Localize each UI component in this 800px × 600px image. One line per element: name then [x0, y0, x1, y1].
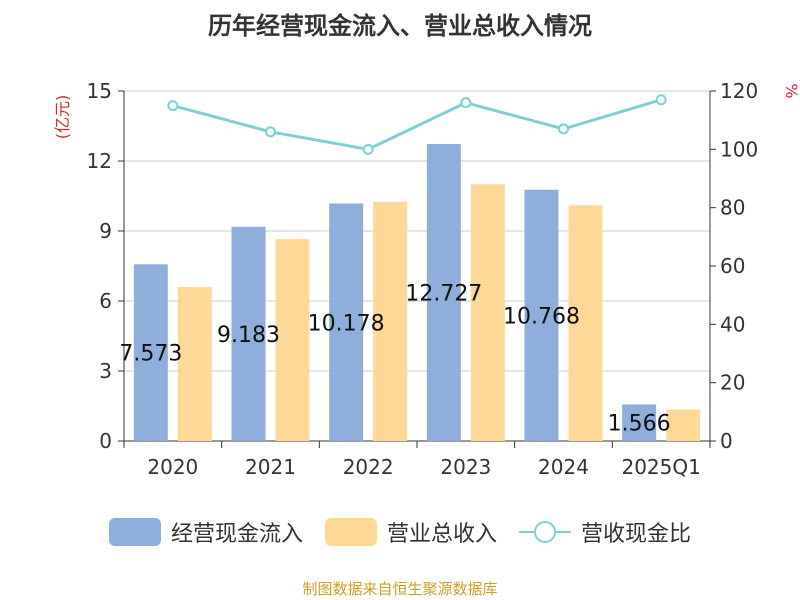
bar-cash-inflow	[133, 264, 168, 441]
bar-cash-inflow	[524, 189, 559, 441]
y-right-tick-label: 120	[720, 79, 758, 103]
y-right-tick-label: 40	[720, 312, 745, 336]
x-tick-label: 2025Q1	[621, 455, 700, 479]
y-left-tick-label: 0	[99, 429, 112, 453]
y-left-tick-label: 9	[99, 219, 112, 243]
legend-label-ratio: 营收现金比	[581, 522, 692, 547]
chart-title: 历年经营现金流入、营业总收入情况	[208, 12, 592, 40]
bar-revenue	[275, 239, 310, 441]
legend-swatch-revenue	[324, 518, 377, 546]
y-right-axis-label: %	[782, 83, 800, 98]
bar-revenue	[568, 205, 603, 441]
data-label-cash-inflow: 1.566	[608, 412, 671, 437]
legend-label-revenue: 营业总收入	[386, 522, 497, 547]
legend-item-revenue[interactable]: 营业总收入	[324, 516, 497, 548]
data-label-cash-inflow: 9.183	[217, 323, 280, 348]
legend-label-cash-inflow: 经营现金流入	[170, 522, 303, 547]
y-right-tick-label: 80	[720, 196, 745, 220]
y-left-axis-label: (亿元)	[53, 95, 72, 140]
legend-item-cash-inflow[interactable]: 经营现金流入	[108, 516, 303, 548]
bar-revenue	[666, 409, 701, 441]
x-tick-label: 2024	[538, 455, 589, 479]
data-label-cash-inflow: 10.768	[503, 304, 580, 329]
data-label-cash-inflow: 12.727	[405, 282, 482, 307]
bar-cash-inflow	[231, 226, 266, 441]
point-ratio	[362, 143, 374, 155]
y-right-tick-label: 0	[720, 429, 733, 453]
legend: 经营现金流入 营业总收入 营收现金比	[0, 516, 800, 548]
point-ratio	[558, 123, 569, 135]
data-label-cash-inflow: 10.178	[308, 311, 385, 336]
y-left-tick-label: 3	[99, 359, 112, 383]
y-right-tick-label: 60	[720, 254, 745, 278]
x-tick-label: 2021	[245, 455, 296, 479]
data-label-cash-inflow: 7.573	[119, 342, 182, 367]
x-tick-label: 2020	[147, 455, 198, 479]
y-left-tick-label: 6	[99, 289, 112, 313]
legend-swatch-cash-inflow	[108, 518, 161, 546]
point-ratio	[167, 100, 179, 112]
y-left-tick-label: 12	[87, 149, 112, 173]
point-ratio	[460, 97, 472, 109]
x-tick-label: 2022	[343, 455, 394, 479]
point-ratio	[655, 94, 667, 106]
y-right-tick-label: 100	[720, 137, 758, 161]
bar-cash-inflow	[329, 203, 364, 441]
bar-cash-inflow	[426, 144, 461, 441]
x-tick-label: 2023	[440, 455, 491, 479]
bar-revenue	[177, 287, 212, 441]
point-ratio	[265, 126, 276, 138]
y-left-tick-label: 15	[87, 79, 112, 103]
bar-revenue	[373, 201, 408, 441]
legend-swatch-ratio	[519, 518, 571, 546]
source-note: 制图数据来自恒生聚源数据库	[302, 580, 498, 598]
bar-revenue	[470, 184, 505, 442]
bar-cash-inflow	[622, 404, 657, 441]
line-ratio	[172, 98, 662, 151]
y-right-tick-label: 20	[720, 371, 745, 395]
legend-item-ratio[interactable]: 营收现金比	[519, 516, 691, 548]
